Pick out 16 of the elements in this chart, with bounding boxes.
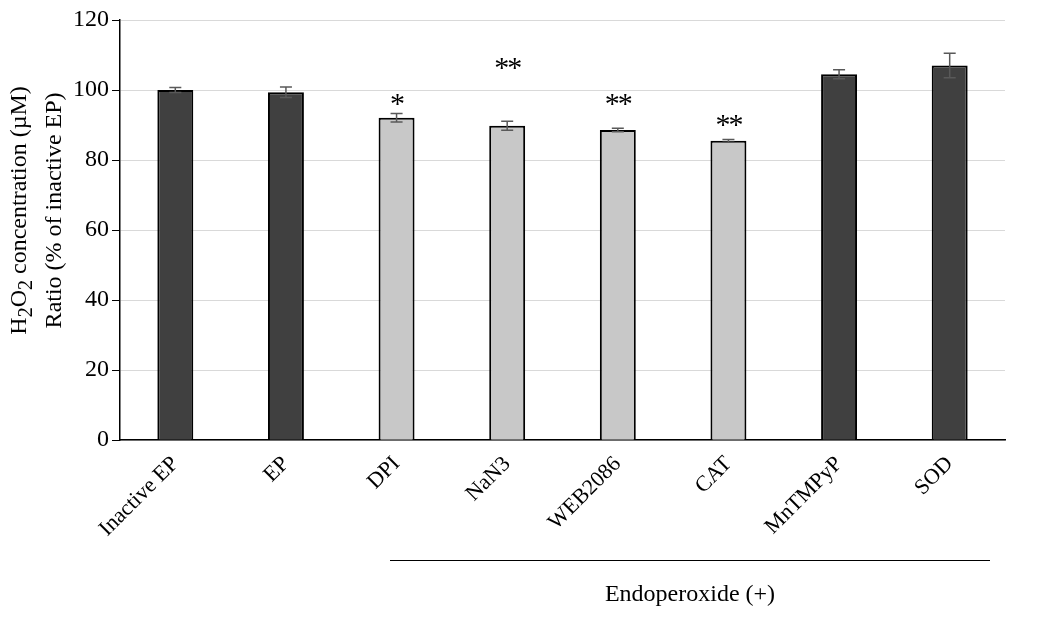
x-tick-label: CAT: [688, 450, 737, 498]
y-tick-label: 40: [85, 285, 109, 312]
y-tick-label: 20: [85, 355, 109, 382]
y-tick-label: 100: [73, 75, 109, 102]
text: Endoperoxide (+): [603, 580, 777, 607]
y-tick-label: 0: [97, 425, 109, 452]
y-tick-label: 120: [73, 5, 109, 32]
annotation: **: [603, 85, 632, 119]
x-tick-label: DPI: [361, 450, 405, 494]
annotation: **: [714, 106, 743, 140]
y-tick-label: 60: [85, 215, 109, 242]
annotation: *: [389, 85, 405, 119]
x-tick-label: EP: [257, 450, 294, 487]
y-tick-label: 80: [85, 145, 109, 172]
x-tick-label: SOD: [908, 450, 958, 500]
annotation: **: [493, 49, 522, 83]
